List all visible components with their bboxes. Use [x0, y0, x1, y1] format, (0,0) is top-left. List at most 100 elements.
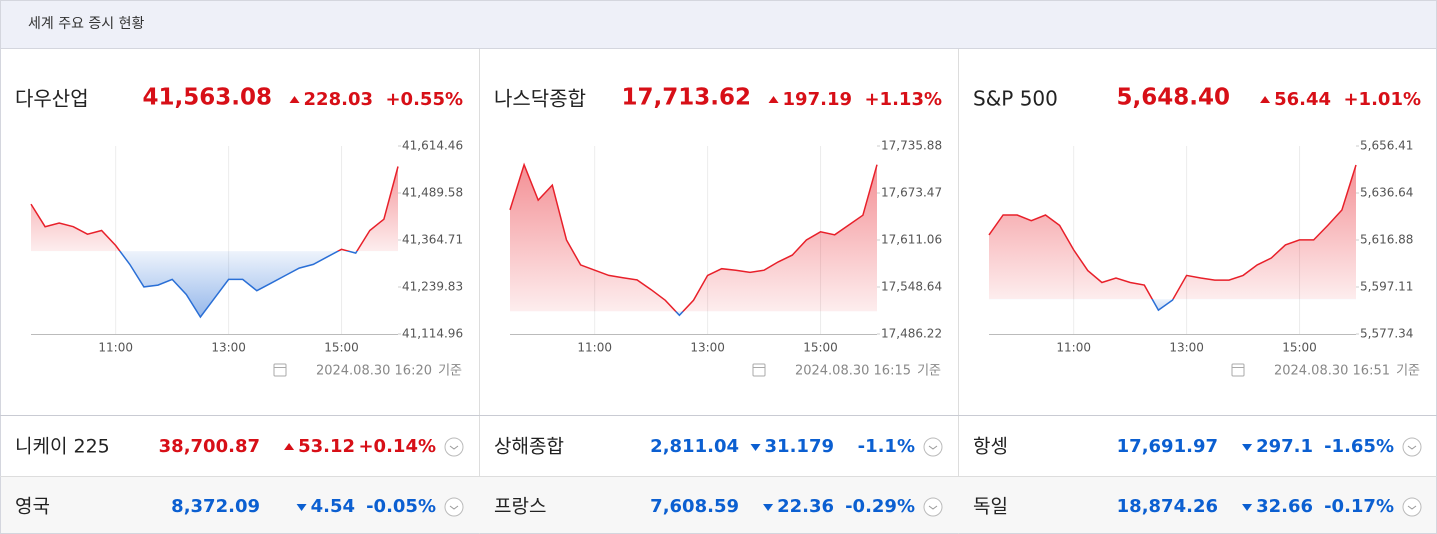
- expand-chevron[interactable]: [1407, 505, 1417, 510]
- index-change: 31.179: [765, 436, 834, 457]
- index-percent: -1.1%: [858, 436, 915, 457]
- down-arrow: [750, 444, 761, 451]
- area: [510, 164, 877, 316]
- expand-chevron[interactable]: [928, 505, 938, 510]
- expand-button[interactable]: [444, 497, 464, 517]
- expand-chevron[interactable]: [928, 445, 938, 450]
- expand-chevron[interactable]: [1407, 445, 1417, 450]
- timestamp: 2024.08.30 16:15: [795, 364, 911, 379]
- index-change: 22.36: [777, 496, 834, 517]
- y-tick-label: 17,673.47: [881, 185, 942, 199]
- x-tick-label: 15:00: [1282, 341, 1317, 355]
- calendar-icon: [752, 363, 766, 377]
- x-tick-label: 13:00: [1169, 341, 1204, 355]
- up-arrow: [1260, 96, 1271, 103]
- expand-circle[interactable]: [444, 437, 464, 457]
- index-percent: -0.17%: [1324, 496, 1394, 517]
- y-tick-label: 41,114.96: [402, 327, 463, 341]
- expand-button[interactable]: [1402, 437, 1422, 457]
- down-arrow: [763, 504, 774, 511]
- index-name: 독일: [973, 496, 1008, 518]
- index-value: 7,608.59: [650, 496, 739, 517]
- index-name: 영국: [15, 496, 50, 518]
- index-name: S&P 500: [973, 87, 1058, 111]
- index-value: 8,372.09: [171, 496, 260, 517]
- down-arrow: [296, 504, 307, 511]
- price-line: [509, 162, 878, 317]
- expand-circle[interactable]: [1402, 497, 1422, 517]
- timestamp-suffix: 기준: [1396, 364, 1420, 379]
- up-arrow: [289, 96, 300, 103]
- index-change: 228.03: [304, 89, 373, 110]
- expand-circle[interactable]: [444, 497, 464, 517]
- y-tick-label: 5,656.41: [1360, 139, 1413, 153]
- x-tick-label: 11:00: [98, 341, 133, 355]
- index-value: 2,811.04: [650, 436, 739, 457]
- down-arrow: [1242, 504, 1253, 511]
- index-change: 297.1: [1256, 436, 1313, 457]
- expand-button[interactable]: [923, 437, 943, 457]
- y-tick-label: 17,735.88: [881, 139, 942, 153]
- y-tick-label: 41,489.58: [402, 186, 463, 200]
- index-value: 5,648.40: [1117, 85, 1231, 111]
- down-arrow: [1242, 444, 1253, 451]
- index-percent: -0.05%: [366, 496, 436, 517]
- row-bg: [1, 476, 1436, 533]
- index-percent: +1.01%: [1343, 89, 1421, 110]
- index-percent: -0.29%: [845, 496, 915, 517]
- index-name: 니케이 225: [15, 436, 110, 458]
- price-line: [30, 166, 399, 319]
- x-tick-label: 15:00: [803, 341, 838, 355]
- expand-button[interactable]: [1402, 497, 1422, 517]
- y-tick-label: 5,577.34: [1360, 327, 1413, 341]
- timestamp: 2024.08.30 16:20: [316, 364, 432, 379]
- index-change: 197.19: [783, 89, 852, 110]
- y-tick-label: 17,486.22: [881, 327, 942, 341]
- index-value: 17,713.62: [622, 85, 752, 111]
- calendar-icon: [1231, 363, 1245, 377]
- expand-circle[interactable]: [1402, 437, 1422, 457]
- index-change: 56.44: [1274, 89, 1331, 110]
- index-value: 38,700.87: [159, 436, 260, 457]
- area: [989, 165, 1356, 311]
- index-percent: -1.65%: [1324, 436, 1394, 457]
- up-arrow: [768, 96, 779, 103]
- y-tick-label: 5,597.11: [1360, 279, 1413, 293]
- y-tick-label: 5,636.64: [1360, 186, 1413, 200]
- expand-button[interactable]: [444, 437, 464, 457]
- timestamp-suffix: 기준: [917, 364, 941, 379]
- index-name: 프랑스: [494, 496, 546, 518]
- x-tick-label: 13:00: [211, 341, 246, 355]
- expand-chevron[interactable]: [449, 445, 459, 450]
- expand-button[interactable]: [923, 497, 943, 517]
- y-tick-label: 17,548.64: [881, 279, 942, 293]
- timestamp: 2024.08.30 16:51: [1274, 364, 1390, 379]
- index-percent: +1.13%: [864, 89, 942, 110]
- expand-circle[interactable]: [923, 497, 943, 517]
- index-change: 4.54: [311, 496, 355, 517]
- calendar-icon: [273, 363, 287, 377]
- x-tick-label: 11:00: [577, 341, 612, 355]
- price-line: [988, 164, 1357, 312]
- expand-circle[interactable]: [923, 437, 943, 457]
- index-change: 32.66: [1256, 496, 1313, 517]
- up-arrow: [284, 443, 295, 450]
- index-percent: +0.14%: [358, 436, 436, 457]
- index-value: 18,874.26: [1117, 496, 1218, 517]
- y-tick-label: 41,364.71: [402, 233, 463, 247]
- y-tick-label: 5,616.88: [1360, 232, 1413, 246]
- x-tick-label: 15:00: [324, 341, 359, 355]
- index-name: 상해종합: [494, 436, 564, 458]
- expand-chevron[interactable]: [449, 505, 459, 510]
- index-name: 나스닥종합: [494, 87, 586, 111]
- index-value: 17,691.97: [1117, 436, 1218, 457]
- y-tick-label: 41,614.46: [402, 139, 463, 153]
- header-title: 세계 주요 증시 현황: [28, 16, 145, 32]
- area: [31, 166, 398, 317]
- index-change: 53.12: [298, 436, 355, 457]
- header-bar: [0, 0, 1437, 49]
- index-name: 항셍: [973, 436, 1008, 458]
- timestamp-suffix: 기준: [438, 364, 462, 379]
- index-percent: +0.55%: [385, 89, 463, 110]
- index-value: 41,563.08: [143, 85, 273, 111]
